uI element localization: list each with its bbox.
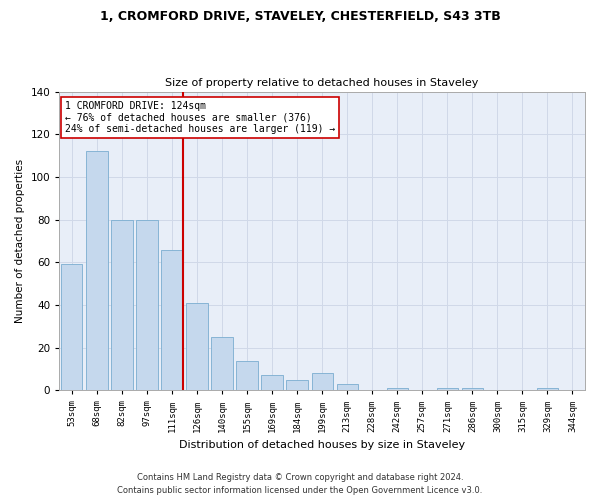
Bar (311, 374, 333, 390)
X-axis label: Distribution of detached houses by size in Staveley: Distribution of detached houses by size … (179, 440, 465, 450)
Bar (386, 388, 408, 390)
Bar (187, 303, 208, 390)
Bar (161, 250, 182, 390)
Bar (86, 152, 107, 390)
Bar (211, 337, 233, 390)
Bar (236, 360, 258, 390)
Title: Size of property relative to detached houses in Staveley: Size of property relative to detached ho… (166, 78, 479, 88)
Bar (111, 220, 133, 390)
Bar (61, 264, 82, 390)
Y-axis label: Number of detached properties: Number of detached properties (15, 159, 25, 323)
Text: 1 CROMFORD DRIVE: 124sqm
← 76% of detached houses are smaller (376)
24% of semi-: 1 CROMFORD DRIVE: 124sqm ← 76% of detach… (65, 100, 335, 134)
Bar (136, 220, 158, 390)
Text: Contains HM Land Registry data © Crown copyright and database right 2024.
Contai: Contains HM Land Registry data © Crown c… (118, 474, 482, 495)
Bar (437, 388, 458, 390)
Bar (337, 384, 358, 390)
Bar (537, 388, 558, 390)
Bar (462, 388, 483, 390)
Bar (262, 376, 283, 390)
Bar (286, 380, 308, 390)
Text: 1, CROMFORD DRIVE, STAVELEY, CHESTERFIELD, S43 3TB: 1, CROMFORD DRIVE, STAVELEY, CHESTERFIEL… (100, 10, 500, 23)
